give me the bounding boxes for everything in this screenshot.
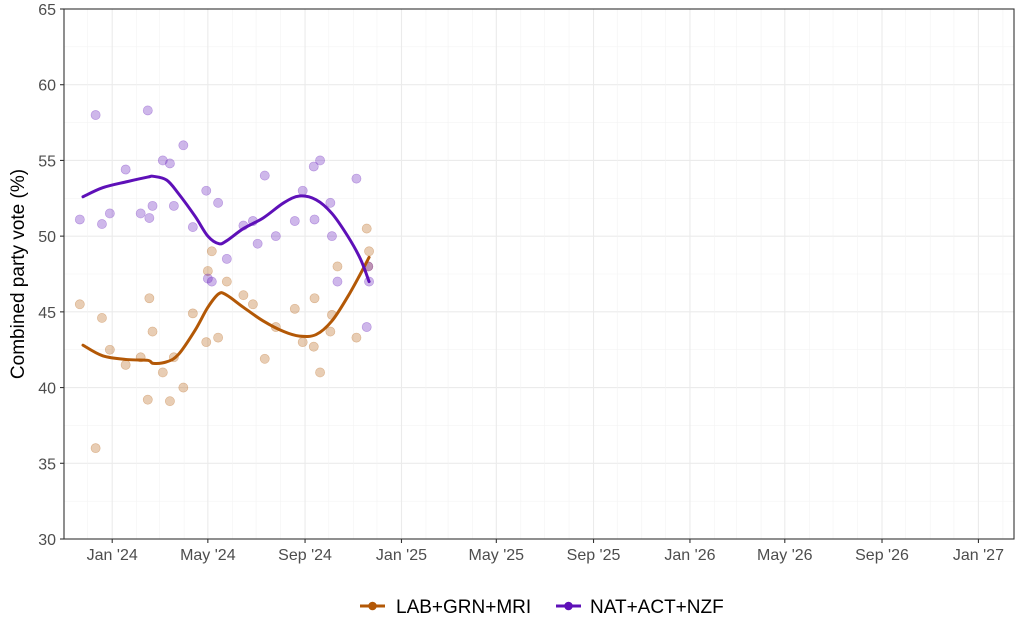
x-tick-label: May '25	[469, 547, 525, 564]
data-point	[157, 155, 168, 166]
data-point	[325, 326, 336, 337]
data-point	[147, 200, 158, 211]
grid	[64, 8, 1014, 540]
x-tick-label: Jan '25	[376, 547, 427, 564]
data-point	[221, 276, 232, 287]
x-tick-label: May '26	[757, 547, 813, 564]
data-point	[144, 293, 155, 304]
data-point	[74, 214, 85, 225]
data-point	[351, 173, 362, 184]
data-point	[315, 155, 325, 166]
panel-border	[63, 8, 1015, 540]
legend-key-point	[564, 601, 573, 611]
x-tick-label: Sep '25	[567, 547, 621, 564]
data-point	[165, 158, 175, 169]
data-point	[97, 219, 107, 229]
x-tick-label: Sep '24	[278, 547, 332, 564]
y-tick-label: 60	[38, 78, 56, 95]
legend: LAB+GRN+MRI NAT+ACT+NZF	[360, 597, 724, 618]
y-axis-title: Combined party vote (%)	[8, 169, 29, 379]
data-point	[165, 396, 175, 407]
data-point	[289, 216, 300, 226]
data-point	[142, 105, 153, 116]
data-point	[259, 353, 270, 364]
data-point	[309, 293, 320, 304]
data-point	[213, 197, 224, 208]
data-point	[178, 382, 189, 393]
data-point	[297, 337, 308, 348]
data-point	[327, 231, 337, 242]
data-point	[90, 110, 101, 120]
data-point	[142, 394, 153, 405]
data-point	[206, 246, 217, 257]
data-point	[259, 170, 270, 181]
data-point	[135, 208, 146, 219]
y-tick-label: 50	[38, 229, 56, 246]
y-tick-label: 65	[38, 2, 56, 19]
data-point	[201, 337, 212, 348]
axis-ticks: 30 35 40 45 50 55 60 65 Jan '24 May '24 Sep '24 Jan…	[38, 2, 1004, 564]
x-tick-label: Jan '24	[87, 547, 138, 564]
data-point	[270, 231, 281, 242]
y-tick-label: 55	[38, 153, 56, 170]
data-point	[332, 261, 343, 272]
y-tick-label: 40	[38, 381, 56, 398]
data-point	[289, 303, 300, 314]
series-line	[81, 174, 371, 284]
data-point	[213, 332, 224, 343]
data-point	[104, 208, 115, 219]
data-point	[97, 313, 107, 323]
y-tick-label: 35	[38, 456, 56, 473]
data-point	[351, 332, 362, 343]
data-point	[187, 222, 198, 232]
x-tick-label: Sep '26	[855, 547, 909, 564]
data-point	[90, 443, 101, 454]
data-point	[308, 341, 319, 352]
data-point	[147, 326, 158, 337]
x-tick-label: May '24	[180, 547, 236, 564]
data-points	[74, 105, 374, 454]
legend-label: LAB+GRN+MRI	[396, 597, 531, 618]
data-point	[252, 238, 263, 249]
data-point	[308, 161, 319, 172]
data-point	[187, 308, 198, 319]
data-point	[202, 273, 213, 284]
data-point	[364, 246, 374, 257]
legend-key-point	[368, 601, 377, 611]
data-point	[201, 185, 212, 196]
data-point	[74, 299, 85, 310]
data-point	[221, 253, 232, 264]
data-point	[206, 276, 217, 287]
y-tick-label: 45	[38, 305, 56, 322]
data-point	[120, 359, 131, 370]
data-point	[168, 200, 179, 211]
data-point	[202, 266, 213, 276]
x-tick-label: Jan '27	[953, 547, 1004, 564]
data-point	[325, 197, 336, 208]
data-point	[144, 213, 155, 223]
data-point	[361, 223, 372, 234]
data-point	[157, 367, 168, 378]
data-point	[178, 140, 189, 151]
trend-lines	[81, 174, 371, 365]
data-point	[238, 290, 249, 301]
data-point	[247, 299, 258, 310]
series-line	[81, 255, 371, 365]
data-point	[332, 276, 343, 287]
legend-label: NAT+ACT+NZF	[590, 597, 724, 618]
data-point	[120, 164, 131, 175]
data-point	[297, 185, 308, 196]
x-tick-label: Jan '26	[664, 547, 715, 564]
data-point	[104, 344, 115, 355]
y-tick-label: 30	[38, 532, 56, 549]
data-point	[361, 322, 372, 332]
data-point	[315, 367, 325, 378]
data-point	[309, 214, 320, 225]
